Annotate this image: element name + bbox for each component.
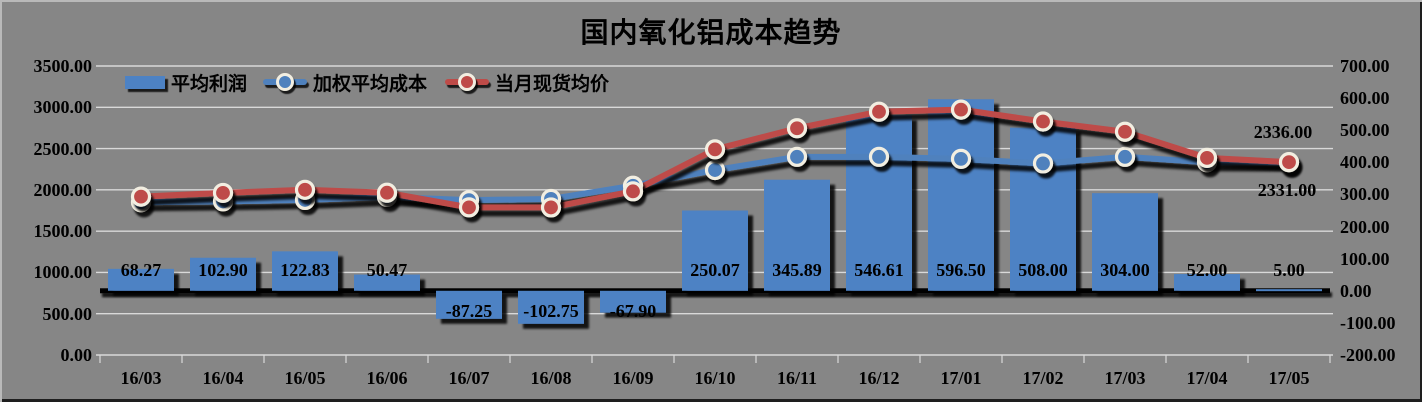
left-axis-tick-label: 2000.00 bbox=[33, 179, 93, 200]
price-marker-17/01[interactable] bbox=[950, 99, 972, 120]
profit-bar-16/09[interactable] bbox=[600, 290, 666, 313]
bar-series-swatch bbox=[125, 75, 165, 89]
left-axis-tick-label: 500.00 bbox=[42, 303, 93, 324]
legend-label: 平均利润 bbox=[171, 73, 248, 95]
x-axis-label: 16/07 bbox=[448, 368, 490, 388]
price-marker-17/05[interactable] bbox=[1278, 152, 1300, 173]
bar-data-label: 52.00 bbox=[1187, 260, 1228, 280]
bar-data-label: 102.90 bbox=[198, 260, 248, 280]
right-axis-tick-label: -100.00 bbox=[1340, 312, 1396, 333]
legend-item-weighted-avg-cost[interactable]: 加权平均成本 bbox=[263, 69, 427, 95]
right-axis-tick-label: 200.00 bbox=[1340, 216, 1390, 237]
x-axis-label: 16/11 bbox=[776, 368, 817, 388]
cost-final-label: 2331.00 bbox=[1257, 179, 1317, 200]
profit-bar-16/08[interactable] bbox=[518, 290, 584, 324]
price-marker-17/03[interactable] bbox=[1114, 121, 1136, 142]
profit-bar-17/05[interactable] bbox=[1256, 289, 1322, 292]
cost-marker-17/01[interactable] bbox=[950, 148, 972, 169]
right-axis-tick-label: 700.00 bbox=[1340, 56, 1390, 76]
price-marker-17/04[interactable] bbox=[1196, 147, 1218, 169]
left-axis-tick-label: 1000.00 bbox=[33, 262, 93, 283]
price-line-swatch bbox=[445, 73, 489, 91]
x-axis-label: 17/05 bbox=[1268, 368, 1310, 388]
right-axis-tick-label: 400.00 bbox=[1340, 152, 1390, 173]
right-axis-tick-label: 100.00 bbox=[1340, 248, 1390, 269]
left-axis-tick-label: 3000.00 bbox=[33, 97, 93, 118]
x-axis-label: 16/05 bbox=[284, 368, 326, 388]
x-axis-label: 16/08 bbox=[530, 368, 572, 388]
spot-price-final-label: 2336.00 bbox=[1253, 122, 1313, 143]
profit-bar-16/07[interactable] bbox=[436, 290, 502, 319]
profit-bar-16/03[interactable] bbox=[108, 268, 174, 291]
x-axis-label: 16/10 bbox=[694, 368, 736, 388]
bar-data-label: 304.00 bbox=[1100, 260, 1150, 280]
profit-bar-17/01[interactable] bbox=[928, 99, 994, 291]
right-axis-tick-label: 300.00 bbox=[1340, 184, 1390, 205]
price-marker-16/12[interactable] bbox=[868, 101, 890, 122]
right-axis-tick-label: 600.00 bbox=[1340, 88, 1390, 109]
left-axis-tick-label: 3500.00 bbox=[33, 56, 93, 76]
right-axis-tick-label: 0.00 bbox=[1340, 280, 1372, 301]
bar-data-label: 50.47 bbox=[367, 260, 408, 280]
price-marker-16/08[interactable] bbox=[540, 197, 562, 218]
profit-bar-16/12[interactable] bbox=[846, 115, 912, 291]
x-axis-label: 17/02 bbox=[1022, 368, 1064, 388]
legend-item-average-profit[interactable]: 平均利润 bbox=[125, 69, 247, 95]
price-marker-16/07[interactable] bbox=[458, 197, 480, 218]
bar-data-label: -87.25 bbox=[446, 301, 493, 321]
price-marker-16/06[interactable] bbox=[376, 182, 398, 203]
bar-data-label: 122.83 bbox=[280, 260, 330, 280]
cost-marker-16/11[interactable] bbox=[786, 146, 808, 167]
left-axis-tick-label: 1500.00 bbox=[33, 221, 93, 242]
x-axis-label: 16/12 bbox=[858, 368, 900, 388]
cost-line-swatch bbox=[263, 73, 307, 91]
left-axis-tick-label: 2500.00 bbox=[33, 138, 93, 159]
right-axis-tick-label: -200.00 bbox=[1340, 345, 1396, 365]
bar-data-label: 596.50 bbox=[936, 260, 986, 280]
price-marker-16/11[interactable] bbox=[786, 118, 808, 139]
x-axis-label: 16/03 bbox=[120, 368, 162, 388]
bar-data-label: 5.00 bbox=[1273, 260, 1305, 280]
price-marker-16/09[interactable] bbox=[622, 181, 644, 202]
legend-label: 当月现货均价 bbox=[495, 73, 610, 95]
bar-data-label: 68.27 bbox=[121, 260, 162, 280]
profit-bar-16/04[interactable] bbox=[190, 257, 256, 291]
left-axis-tick-label: 0.00 bbox=[60, 345, 93, 365]
price-marker-16/04[interactable] bbox=[212, 182, 234, 204]
price-marker-17/02[interactable] bbox=[1032, 111, 1054, 132]
legend-label: 加权平均成本 bbox=[313, 73, 428, 95]
price-marker-16/10[interactable] bbox=[704, 139, 726, 160]
x-axis-label: 16/04 bbox=[202, 368, 244, 388]
price-marker-16/05[interactable] bbox=[294, 179, 316, 200]
bar-data-label: -102.75 bbox=[523, 301, 579, 321]
bar-data-label: 546.61 bbox=[854, 260, 904, 280]
profit-bar-16/10[interactable] bbox=[682, 210, 748, 291]
chart-title: 国内氧化铝成本趋势 bbox=[580, 18, 842, 49]
cost-marker-16/10[interactable] bbox=[704, 159, 726, 181]
profit-bar-16/11[interactable] bbox=[764, 179, 830, 291]
price-marker-16/03[interactable] bbox=[130, 186, 152, 207]
bar-data-label: 345.89 bbox=[772, 260, 822, 280]
profit-bar-17/04[interactable] bbox=[1174, 274, 1240, 291]
x-axis-label: 17/01 bbox=[940, 368, 982, 388]
x-axis-label: 16/09 bbox=[612, 368, 654, 388]
bar-data-label: -67.90 bbox=[610, 301, 657, 321]
bar-data-label: 508.00 bbox=[1018, 260, 1068, 280]
profit-bar-17/03[interactable] bbox=[1092, 193, 1158, 291]
x-axis-label: 17/03 bbox=[1104, 368, 1146, 388]
bar-data-label: 250.07 bbox=[690, 260, 740, 280]
cost-marker-17/02[interactable] bbox=[1032, 153, 1054, 174]
profit-bar-16/05[interactable] bbox=[272, 251, 338, 291]
profit-bar-16/06[interactable] bbox=[354, 274, 420, 291]
legend-item-spot-price[interactable]: 当月现货均价 bbox=[445, 69, 609, 95]
cost-marker-16/12[interactable] bbox=[868, 146, 890, 167]
x-axis-label: 16/06 bbox=[366, 368, 408, 388]
right-axis-tick-label: 500.00 bbox=[1340, 120, 1390, 141]
x-axis-label: 17/04 bbox=[1186, 368, 1228, 388]
cost-marker-17/03[interactable] bbox=[1114, 146, 1136, 167]
